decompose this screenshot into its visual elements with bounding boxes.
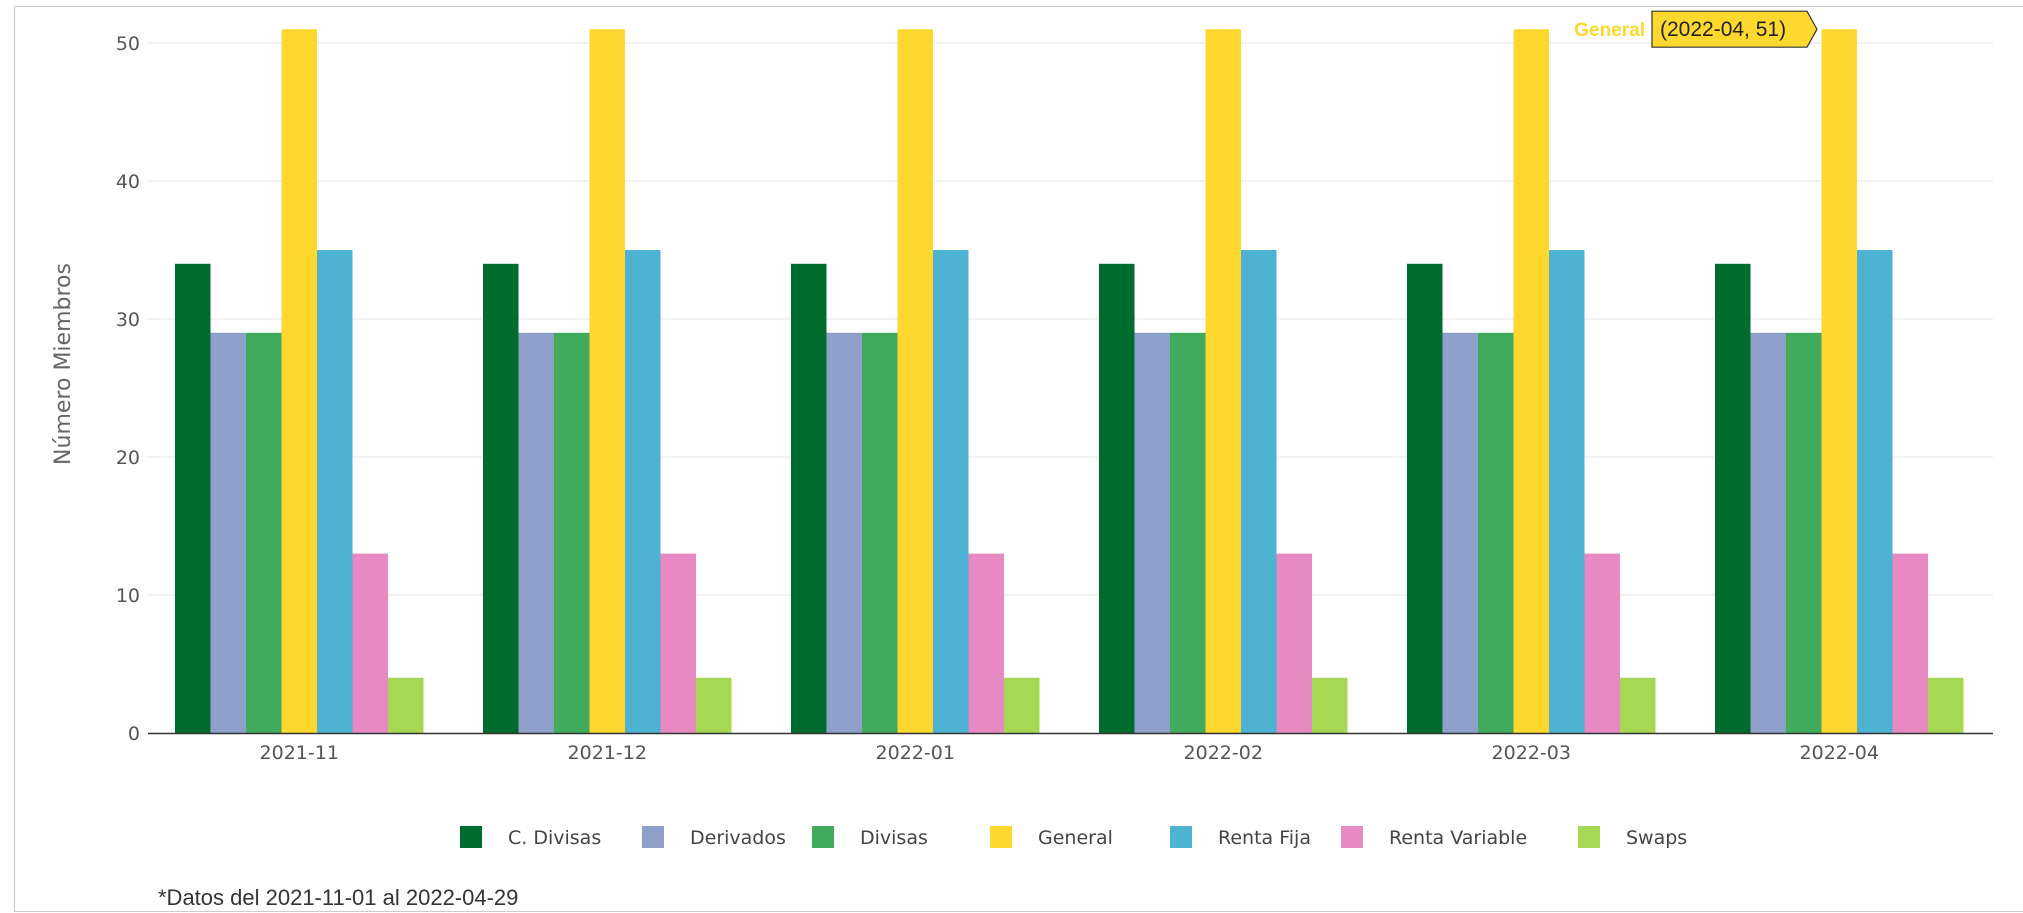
- bar[interactable]: [862, 332, 898, 733]
- legend-label[interactable]: Swaps: [1626, 827, 1687, 849]
- y-tick-label: 30: [116, 309, 140, 331]
- footnote: *Datos del 2021-11-01 al 2022-04-29: [158, 885, 518, 910]
- bar[interactable]: [589, 29, 626, 733]
- legend-swatch[interactable]: [642, 826, 664, 848]
- bar[interactable]: [1205, 29, 1242, 733]
- bars: [175, 29, 1964, 733]
- x-tick-label: 2022-04: [1800, 742, 1879, 764]
- legend: C. Divisas Derivados Divisas General Renta F…: [460, 826, 1687, 849]
- bar[interactable]: [1584, 553, 1621, 733]
- bar[interactable]: [1892, 553, 1929, 733]
- bar[interactable]: [1312, 677, 1348, 733]
- bar[interactable]: [1857, 250, 1893, 733]
- bar[interactable]: [1750, 332, 1787, 733]
- legend-swatch[interactable]: [812, 826, 834, 848]
- legend-label[interactable]: C. Divisas: [508, 827, 601, 849]
- bar[interactable]: [897, 29, 934, 733]
- bar[interactable]: [281, 29, 318, 733]
- bar[interactable]: [1821, 29, 1858, 733]
- legend-swatch[interactable]: [990, 826, 1012, 848]
- bar[interactable]: [246, 332, 282, 733]
- bar[interactable]: [1134, 332, 1171, 733]
- bar[interactable]: [1715, 263, 1751, 733]
- bar[interactable]: [968, 553, 1005, 733]
- legend-swatch[interactable]: [1341, 826, 1363, 848]
- bar[interactable]: [1442, 332, 1479, 733]
- legend-swatch[interactable]: [460, 826, 482, 848]
- legend-label[interactable]: Divisas: [860, 827, 928, 849]
- legend-swatch[interactable]: [1578, 826, 1600, 848]
- bar[interactable]: [175, 263, 211, 733]
- y-tick-label: 50: [116, 33, 140, 55]
- x-tick-label: 2021-12: [568, 742, 647, 764]
- legend-swatch[interactable]: [1170, 826, 1192, 848]
- bar[interactable]: [791, 263, 827, 733]
- bar[interactable]: [518, 332, 555, 733]
- x-tick-label: 2022-03: [1492, 742, 1571, 764]
- y-tick-label: 10: [116, 585, 140, 607]
- bar[interactable]: [1241, 250, 1277, 733]
- tooltip-value: (2022-04, 51): [1660, 18, 1786, 41]
- bar[interactable]: [625, 250, 661, 733]
- y-tick-label: 40: [116, 171, 140, 193]
- y-tick-label: 20: [116, 447, 140, 469]
- bar[interactable]: [1004, 677, 1040, 733]
- bar[interactable]: [1620, 677, 1656, 733]
- bar[interactable]: [352, 553, 389, 733]
- bar[interactable]: [1099, 263, 1135, 733]
- bar[interactable]: [210, 332, 247, 733]
- bar[interactable]: [1549, 250, 1585, 733]
- bar[interactable]: [554, 332, 590, 733]
- bar[interactable]: [1276, 553, 1313, 733]
- y-axis-title: Número Miembros: [51, 263, 76, 465]
- bar[interactable]: [660, 553, 697, 733]
- x-tick-label: 2021-11: [260, 742, 339, 764]
- bar[interactable]: [388, 677, 424, 733]
- bar[interactable]: [1513, 29, 1550, 733]
- bar[interactable]: [1786, 332, 1822, 733]
- y-tick-label: 0: [128, 723, 140, 745]
- x-tick-label: 2022-02: [1184, 742, 1263, 764]
- tooltip-box: [1651, 10, 1818, 48]
- tooltip: General (2022-04, 51): [1574, 10, 1818, 48]
- bar[interactable]: [1478, 332, 1514, 733]
- axes: 0 10 20 30 40 50 2021-11 2021-12 2022-01 2022-02 2…: [116, 33, 1993, 764]
- x-tick-label: 2022-01: [876, 742, 955, 764]
- bar[interactable]: [696, 677, 732, 733]
- tooltip-series-label: General: [1574, 20, 1645, 41]
- legend-label[interactable]: Renta Fija: [1218, 827, 1311, 849]
- bar[interactable]: [1170, 332, 1206, 733]
- bar[interactable]: [483, 263, 519, 733]
- bar[interactable]: [826, 332, 863, 733]
- legend-label[interactable]: Renta Variable: [1389, 827, 1527, 849]
- bar[interactable]: [1928, 677, 1964, 733]
- bar[interactable]: [317, 250, 353, 733]
- legend-label[interactable]: General: [1038, 827, 1113, 849]
- bar[interactable]: [933, 250, 969, 733]
- legend-label[interactable]: Derivados: [690, 827, 786, 849]
- bar[interactable]: [1407, 263, 1443, 733]
